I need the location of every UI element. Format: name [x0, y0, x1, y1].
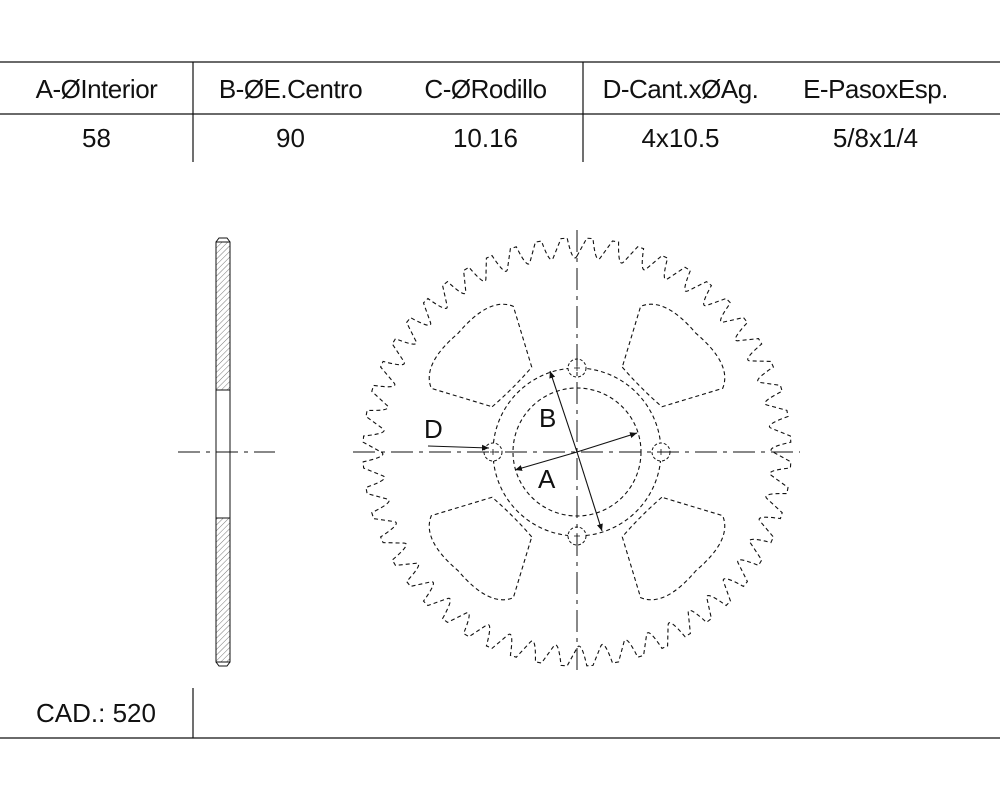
value-c-rodillo: 10.16	[452, 123, 519, 153]
sprocket-front-view	[353, 230, 800, 674]
dimension-b-arrow	[549, 370, 578, 453]
label-d: D	[424, 414, 443, 444]
dimension-a-arrow	[576, 432, 638, 453]
header-a-interior: A-ØInterior	[35, 74, 158, 104]
cad-box-grid	[0, 688, 1000, 739]
value-b-centro: 90	[276, 123, 305, 153]
value-e-paso: 5/8x1/4	[832, 123, 919, 153]
spec-table-grid	[0, 61, 1000, 162]
header-b-centro: B-ØE.Centro	[218, 74, 363, 104]
value-a-interior: 58	[82, 123, 111, 153]
lightening-cutout	[621, 496, 726, 601]
header-c-rodillo: C-ØRodillo	[424, 74, 547, 104]
sprocket-side-view	[178, 237, 275, 667]
lightening-cutout	[621, 303, 726, 408]
header-d-agujeros: D-Cant.xØAg.	[602, 74, 759, 104]
lightening-cutout	[428, 496, 533, 601]
label-a: A	[538, 464, 556, 494]
cad-pitch-label: CAD.: 520	[36, 698, 156, 728]
dimension-a-arrow-2	[514, 451, 578, 471]
dimension-d-leader	[427, 444, 490, 451]
value-d-agujeros: 4x10.5	[641, 123, 720, 153]
label-b: B	[539, 403, 557, 433]
lightening-cutout	[428, 303, 533, 408]
dimension-b-arrow-2	[576, 451, 603, 532]
header-e-paso: E-PasoxEsp.	[803, 74, 948, 104]
